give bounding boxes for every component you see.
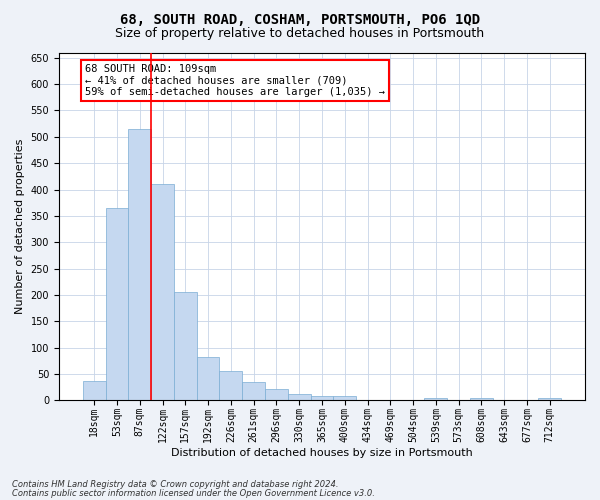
Bar bbox=[242, 382, 265, 400]
Bar bbox=[424, 398, 447, 400]
Bar bbox=[265, 389, 288, 400]
Text: 68 SOUTH ROAD: 109sqm
← 41% of detached houses are smaller (709)
59% of semi-det: 68 SOUTH ROAD: 109sqm ← 41% of detached … bbox=[85, 64, 385, 98]
X-axis label: Distribution of detached houses by size in Portsmouth: Distribution of detached houses by size … bbox=[171, 448, 473, 458]
Bar bbox=[288, 394, 311, 400]
Bar bbox=[311, 396, 334, 400]
Bar bbox=[128, 129, 151, 400]
Bar bbox=[220, 372, 242, 400]
Y-axis label: Number of detached properties: Number of detached properties bbox=[15, 139, 25, 314]
Bar bbox=[83, 381, 106, 400]
Bar bbox=[334, 396, 356, 400]
Text: Contains HM Land Registry data © Crown copyright and database right 2024.: Contains HM Land Registry data © Crown c… bbox=[12, 480, 338, 489]
Bar bbox=[174, 292, 197, 401]
Bar bbox=[538, 398, 561, 400]
Text: 68, SOUTH ROAD, COSHAM, PORTSMOUTH, PO6 1QD: 68, SOUTH ROAD, COSHAM, PORTSMOUTH, PO6 … bbox=[120, 12, 480, 26]
Bar bbox=[151, 184, 174, 400]
Text: Size of property relative to detached houses in Portsmouth: Size of property relative to detached ho… bbox=[115, 28, 485, 40]
Bar bbox=[197, 357, 220, 401]
Text: Contains public sector information licensed under the Open Government Licence v3: Contains public sector information licen… bbox=[12, 489, 375, 498]
Bar bbox=[470, 398, 493, 400]
Bar bbox=[106, 208, 128, 400]
